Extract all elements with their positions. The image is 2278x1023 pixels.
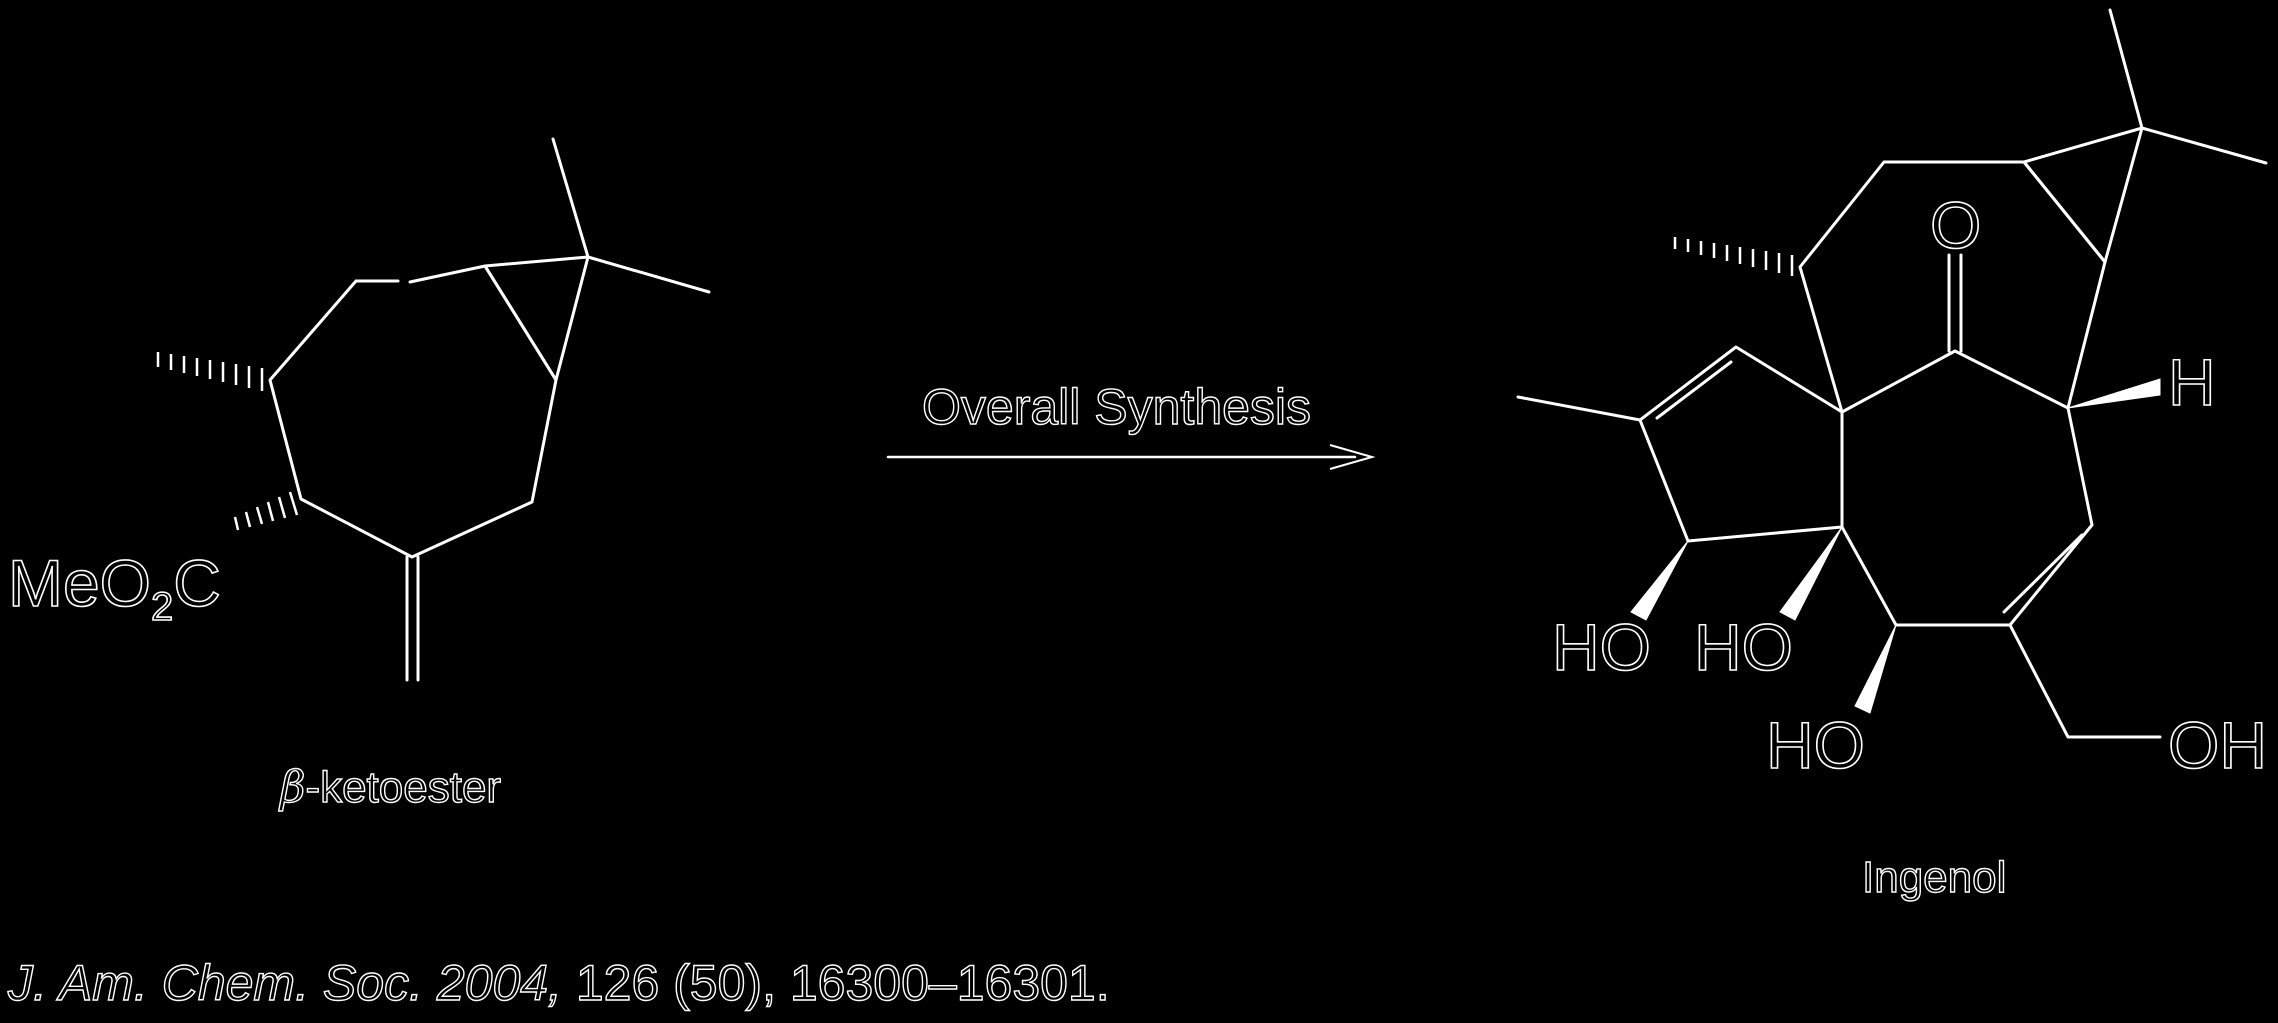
pr-label-oh2: HO <box>1694 610 1793 684</box>
sm-ketone-double-bond <box>405 555 420 682</box>
pr-ketone-bridge <box>1840 349 2070 414</box>
pr-ch2oh-bond <box>2008 623 2162 739</box>
reaction-arrow: Overall Synthesis <box>886 378 1376 470</box>
sm-cyclopropane <box>483 255 590 382</box>
sm-ester-label: MeO2C <box>8 546 221 629</box>
pr-label-oh4: OH <box>2168 708 2267 782</box>
sm-hashed-methyl <box>156 352 264 391</box>
pr-wedge-oh2 <box>1779 526 1843 621</box>
arrow-label: Overall Synthesis <box>922 379 1311 435</box>
pr-cyclopropane <box>2022 126 2144 264</box>
citation: J. Am. Chem. Soc. 2004, 126 (50), 16300–… <box>7 955 1110 1011</box>
sm-hashed-ester-bond <box>233 491 299 531</box>
pr-hashed-methyl <box>1673 237 1794 276</box>
starting-material-structure: MeO2C β-ketoester <box>7 137 711 814</box>
pr-lower-ring <box>1840 406 2094 627</box>
product-structure: O H HO HO HO OH Ingenol <box>1516 8 2268 903</box>
pr-wedge-oh1 <box>1630 540 1689 621</box>
pr-cyclopentene <box>1638 345 1844 543</box>
pr-lower-ring-db <box>2002 533 2084 614</box>
pr-label-oh3: HO <box>1766 708 1865 782</box>
pr-cyclopentene-db <box>1655 360 1733 420</box>
sm-caption: β-ketoester <box>278 762 501 813</box>
pr-wedge-oh3 <box>1854 624 1897 714</box>
arrow-head <box>1329 444 1376 470</box>
pr-vinyl-methyl <box>1516 395 1642 422</box>
pr-caption: Ingenol <box>1862 853 2006 902</box>
pr-label-o: O <box>1930 188 1981 262</box>
pr-label-oh1: HO <box>1552 610 1651 684</box>
pr-upper-ring <box>1798 160 2107 414</box>
sm-gem-dimethyl <box>551 137 711 294</box>
pr-ketone-double-bond <box>1947 253 1963 353</box>
pr-wedge-h <box>2067 378 2161 409</box>
pr-gem-dimethyl <box>2108 8 2268 165</box>
pr-label-h: H <box>2168 345 2216 419</box>
